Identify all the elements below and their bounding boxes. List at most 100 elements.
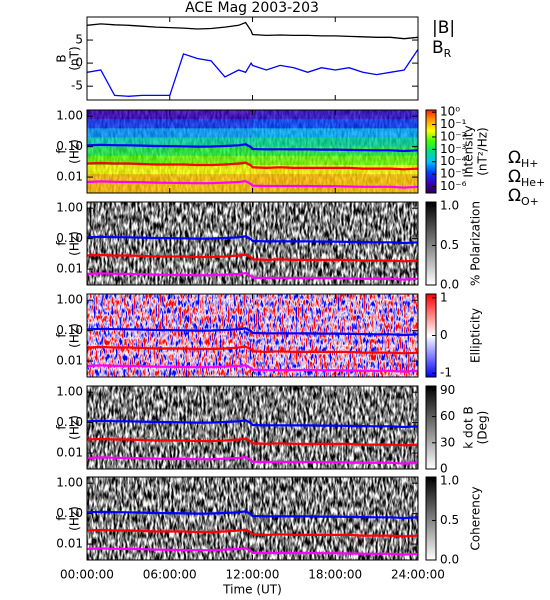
y-tick-label: 1.00 — [56, 385, 83, 399]
x-tick-label: 18:00:00 — [308, 568, 362, 582]
y-axis-label: B — [55, 54, 69, 62]
spectrogram-cell — [87, 110, 171, 120]
colorbar-tick-label: 1 — [440, 290, 448, 304]
spectrogram-cell — [169, 146, 253, 157]
colorbar-tick-label: 0 — [440, 462, 448, 476]
panel-frame — [86, 385, 419, 470]
colorbar-label: Ellipticity — [469, 308, 483, 363]
spectrogram-cell — [252, 110, 336, 120]
x-tick-label: 06:00:00 — [143, 568, 197, 582]
cyclotron-line — [87, 327, 418, 337]
x-tick-label: 00:00:00 — [60, 568, 114, 582]
colorbar — [425, 476, 437, 561]
cyclotron-line — [87, 345, 418, 355]
y-tick-label: 0 — [75, 56, 83, 70]
y-axis-label: f — [55, 333, 69, 338]
spectrogram-cell — [252, 119, 336, 129]
colorbar — [425, 109, 437, 194]
spectrogram-cell — [335, 110, 418, 120]
cyclotron-line — [87, 437, 418, 447]
cyclotron-line — [87, 363, 418, 373]
y-tick-label: 0.01 — [56, 537, 83, 551]
colorbar-tick-label: 0 — [440, 328, 448, 342]
y-tick-label: 5 — [75, 33, 83, 47]
spectrogram-cell — [335, 174, 418, 193]
colorbar-tick-label: 10⁻⁴ — [440, 154, 467, 168]
y-tick-label: 0.01 — [56, 446, 83, 460]
panel-frame — [86, 476, 419, 561]
cyclotron-line — [87, 179, 418, 189]
cyclotron-line — [87, 235, 418, 245]
legend-entry: |B| — [432, 18, 455, 38]
spectrogram-cell — [169, 164, 253, 175]
y-axis-label: f — [55, 516, 69, 521]
y-tick-label: 0.10 — [56, 415, 83, 429]
y-axis-label: (Hz) — [68, 139, 82, 164]
colorbar-tick-label: 1.0 — [440, 473, 459, 487]
colorbar-tick-label: 90 — [440, 383, 455, 397]
spectrogram-texture — [87, 294, 418, 377]
colorbar-tick-label: 30 — [440, 435, 455, 449]
panel — [87, 202, 418, 285]
x-tick-label: 12:00:00 — [226, 568, 280, 582]
series-line — [87, 21, 418, 40]
spectrogram-cell — [87, 128, 171, 138]
colorbar-tick-label: 10⁻⁶ — [440, 179, 467, 193]
y-axis-label: f — [55, 149, 69, 154]
colorbar-tick-label: 60 — [440, 409, 455, 423]
colorbar-tick-label: 10⁰ — [440, 105, 460, 119]
cyclotron-line — [87, 253, 418, 263]
colorbar-tick-label: 10⁻² — [440, 129, 467, 143]
spectrogram-cell — [252, 174, 336, 193]
cyclotron-line — [87, 528, 418, 538]
y-tick-label: 0.01 — [56, 170, 83, 184]
spectrogram-cell — [87, 119, 171, 129]
colorbar-tick-label: 0.5 — [440, 238, 459, 252]
y-tick-label: 1.00 — [56, 109, 83, 123]
panel — [87, 110, 418, 193]
cyclotron-line — [87, 271, 418, 281]
colorbar-tick-label: 10⁻³ — [440, 142, 467, 156]
legend-entry: BR — [432, 38, 452, 60]
spectrogram-texture — [87, 202, 418, 285]
colorbar — [425, 385, 437, 470]
cyclotron-line — [87, 143, 418, 153]
legend-entry: ΩO+ — [508, 186, 539, 208]
spectrogram-cell — [335, 137, 418, 148]
spectrogram-cell — [87, 174, 171, 193]
chart-title: ACE Mag 2003-203 — [185, 0, 319, 16]
x-tick-label: 24:00:00 — [391, 568, 445, 582]
y-tick-label: 1.00 — [56, 201, 83, 215]
panel-frame — [86, 16, 419, 101]
colorbar-label: (Deg) — [476, 411, 490, 445]
colorbar-tick-label: 0.0 — [440, 553, 459, 567]
legend-entry: ΩH+ — [508, 148, 539, 170]
spectrogram-cell — [252, 128, 336, 138]
spectrogram-cell — [169, 128, 253, 138]
colorbar-tick-label: 10⁻⁵ — [440, 167, 467, 181]
y-tick-label: 0.10 — [56, 231, 83, 245]
cyclotron-line — [87, 455, 418, 465]
panel-frame — [86, 201, 419, 286]
y-tick-label: 1.00 — [56, 293, 83, 307]
spectrogram-cell — [252, 146, 336, 157]
colorbar-tick-label: 1.0 — [440, 198, 459, 212]
legend-entry: ΩHe+ — [508, 167, 545, 189]
colorbar-label: k dot B — [462, 406, 476, 448]
x-axis-label: Time (UT) — [222, 583, 282, 597]
colorbar-tick-label: 10⁻¹ — [440, 117, 467, 131]
y-axis-label: (Hz) — [68, 415, 82, 440]
spectrogram-cell — [169, 110, 253, 120]
colorbar-tick-label: -1 — [440, 366, 452, 380]
y-axis-label: (Hz) — [68, 231, 82, 256]
y-axis-label: (Hz) — [68, 506, 82, 531]
y-tick-label: -5 — [71, 79, 83, 93]
colorbar-tick-label: 0.0 — [440, 278, 459, 292]
series-line — [87, 48, 418, 97]
panel — [87, 21, 418, 97]
cyclotron-line — [87, 161, 418, 171]
panel-frame — [86, 109, 419, 194]
colorbar — [425, 201, 437, 286]
